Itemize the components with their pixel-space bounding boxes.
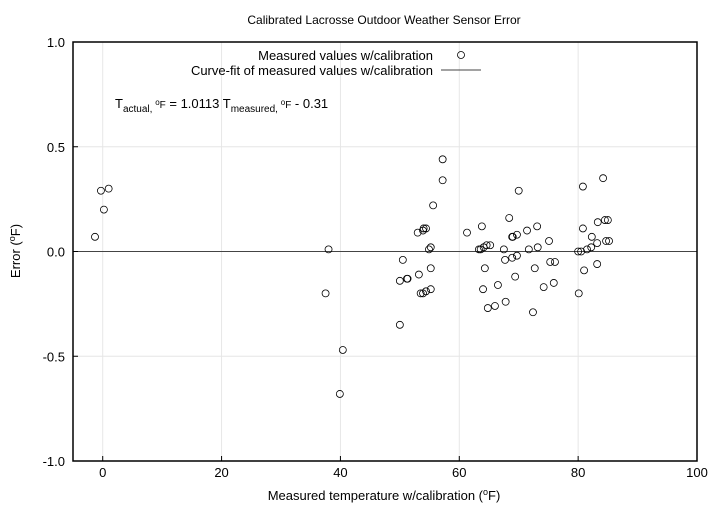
- x-tick-label: 20: [214, 465, 228, 480]
- data-point: [422, 287, 430, 296]
- data-point: [499, 245, 508, 254]
- data-point: [395, 276, 404, 285]
- data-point: [529, 308, 537, 317]
- y-tick-label: -1.0: [43, 454, 65, 469]
- y-tick-label: -0.5: [43, 349, 65, 364]
- data-point: [578, 182, 587, 191]
- y-tick-label: 0.0: [47, 245, 65, 260]
- data-point: [524, 245, 533, 254]
- data-point: [477, 222, 486, 231]
- data-point: [463, 228, 471, 237]
- data-point: [533, 222, 542, 231]
- data-point: [574, 247, 583, 256]
- data-point: [583, 245, 591, 254]
- data-point: [338, 346, 347, 354]
- data-point: [580, 266, 588, 275]
- data-point: [577, 247, 586, 256]
- data-point: [551, 258, 559, 266]
- legend-marker-circle: [457, 51, 465, 59]
- data-point: [416, 289, 425, 298]
- data-point: [321, 289, 330, 298]
- legend: Measured values w/calibration Curve-fit …: [191, 48, 481, 78]
- data-point: [578, 224, 587, 233]
- data-point: [438, 176, 447, 185]
- chart-title: Calibrated Lacrosse Outdoor Weather Sens…: [247, 13, 520, 27]
- data-point: [508, 253, 517, 262]
- data-point: [426, 264, 435, 273]
- data-point: [574, 289, 583, 298]
- data-point: [97, 186, 105, 195]
- data-point: [426, 243, 435, 252]
- data-point: [593, 260, 602, 268]
- data-point: [419, 224, 428, 233]
- data-point: [425, 245, 433, 254]
- data-point: [593, 218, 602, 227]
- y-tick-label: 1.0: [47, 35, 65, 50]
- x-tick-label: 80: [571, 465, 585, 480]
- data-point: [605, 237, 613, 245]
- data-point: [602, 237, 610, 245]
- data-point: [513, 230, 521, 239]
- data-point: [501, 297, 510, 306]
- data-point: [587, 232, 596, 241]
- data-point: [414, 270, 423, 279]
- data-point: [486, 241, 495, 250]
- x-tick-label: 60: [452, 465, 466, 480]
- y-axis-label: Error (oF): [7, 224, 23, 278]
- data-point: [501, 255, 509, 264]
- data-point: [479, 285, 487, 294]
- data-point: [482, 241, 491, 250]
- data-point: [438, 155, 447, 164]
- data-point: [530, 264, 539, 273]
- data-point: [403, 274, 412, 283]
- data-point: [491, 302, 499, 310]
- data-point: [494, 281, 502, 289]
- legend-label-measured: Measured values w/calibration: [258, 48, 433, 63]
- data-point: [603, 216, 612, 224]
- data-point: [533, 243, 542, 252]
- data-point: [600, 216, 609, 224]
- data-point: [523, 226, 531, 235]
- data-point: [403, 274, 411, 283]
- fit-equation: Tactual, oF = 1.0113 Tmeasured, oF - 0.3…: [115, 96, 328, 115]
- tick-labels: 0 20 40 60 80 100 -1.0 -0.5 0.0 0.5 1.0: [43, 35, 708, 480]
- x-tick-label: 40: [333, 465, 347, 480]
- data-point: [324, 245, 333, 254]
- data-point: [474, 245, 483, 254]
- data-point: [549, 279, 558, 287]
- data-point: [599, 174, 608, 183]
- legend-label-curve-fit: Curve-fit of measured values w/calibrati…: [191, 63, 433, 78]
- x-tick-label: 100: [686, 465, 708, 480]
- data-point: [505, 214, 514, 222]
- data-point: [480, 264, 489, 273]
- data-point: [483, 304, 492, 312]
- data-point: [335, 390, 344, 398]
- data-point: [422, 224, 430, 233]
- data-point: [429, 201, 438, 210]
- data-point: [508, 232, 517, 241]
- data-point: [398, 255, 407, 264]
- data-point: [546, 258, 555, 266]
- data-point: [539, 283, 548, 292]
- data-point: [100, 205, 108, 214]
- x-axis-label: Measured temperature w/calibration (oF): [268, 487, 501, 503]
- data-point: [587, 243, 596, 252]
- data-point: [545, 237, 553, 245]
- data-point: [413, 228, 422, 237]
- y-tick-label: 0.5: [47, 140, 65, 155]
- data-point: [426, 285, 435, 294]
- data-points: [91, 155, 613, 398]
- data-point: [513, 251, 521, 260]
- data-point: [593, 239, 602, 248]
- x-tick-label: 0: [99, 465, 106, 480]
- data-point: [511, 272, 520, 281]
- data-point: [91, 232, 99, 241]
- data-point: [395, 320, 404, 329]
- data-point: [514, 186, 523, 195]
- data-point: [104, 184, 113, 193]
